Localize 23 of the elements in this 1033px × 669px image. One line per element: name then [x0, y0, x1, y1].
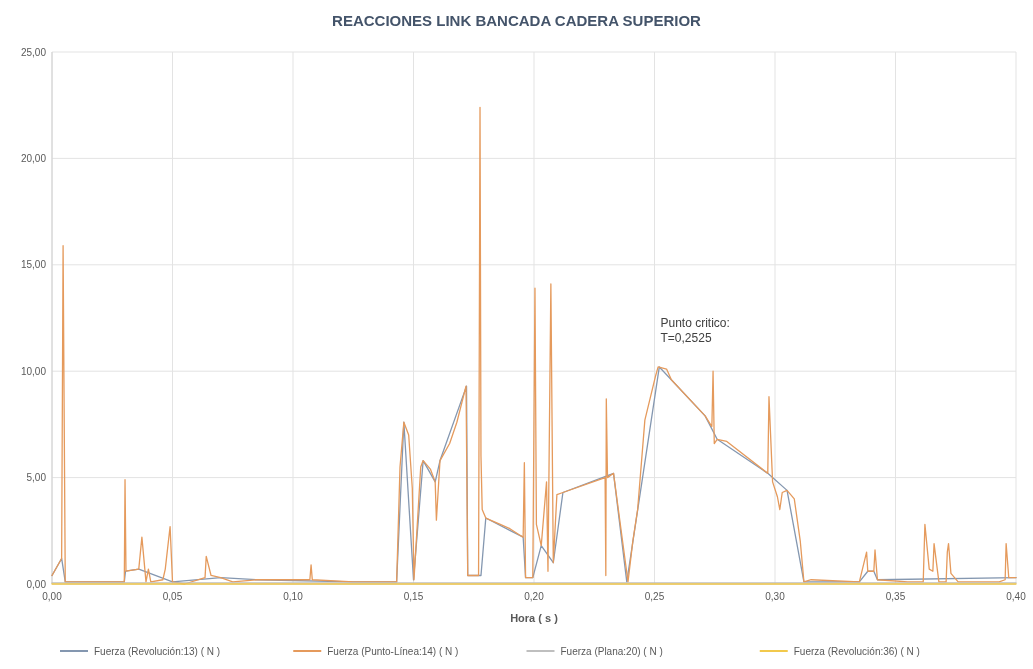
y-tick-label: 5,00	[26, 472, 47, 484]
legend-label: Fuerza (Revolución:36) ( N )	[793, 645, 920, 657]
chart-title: REACCIONES LINK BANCADA CADERA SUPERIOR	[332, 12, 702, 29]
legend-label: Fuerza (Revolución:13) ( N )	[94, 645, 221, 657]
y-tick-label: 20,00	[20, 152, 47, 164]
legend-label: Fuerza (Punto-Línea:14) ( N )	[327, 645, 459, 657]
x-tick-label: 0,20	[524, 591, 545, 602]
x-tick-label: 0,10	[283, 591, 304, 602]
x-tick-label: 0,25	[644, 591, 665, 602]
x-tick-label: 0,15	[403, 591, 424, 602]
line-series	[51, 106, 1017, 585]
x-tick-label: 0,35	[885, 591, 906, 602]
x-tick-label: 0,30	[765, 591, 786, 602]
y-tick-label: 0,00	[26, 578, 47, 590]
legend-label: Fuerza (Plana:20) ( N )	[560, 645, 663, 657]
x-tick-label: 0,00	[42, 591, 63, 602]
annotation: Punto critico: T=0,2525	[660, 315, 730, 345]
x-axis-title: Hora ( s )	[510, 612, 559, 624]
y-tick-label: 15,00	[20, 259, 47, 271]
x-tick-label: 0,40	[1006, 591, 1027, 602]
y-tick-label: 10,00	[20, 365, 47, 377]
y-tick-label: 25,00	[20, 46, 47, 58]
x-tick-label: 0,05	[162, 591, 183, 602]
